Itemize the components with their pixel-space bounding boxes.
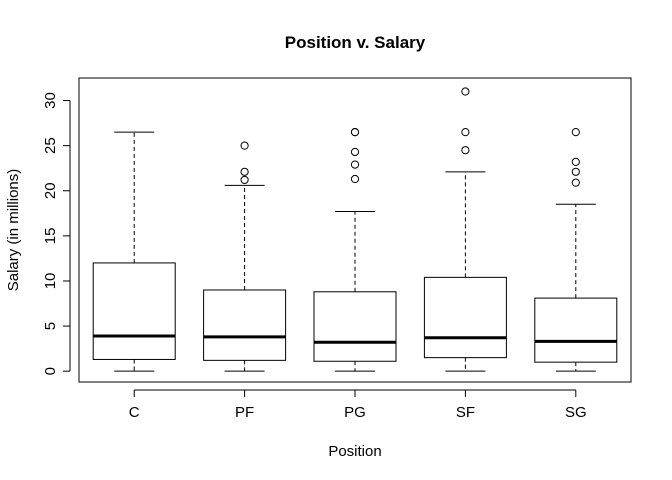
- outlier-point: [461, 87, 470, 96]
- outlier-point: [350, 160, 360, 169]
- outlier-point: [350, 128, 360, 137]
- x-axis-label: Position: [328, 443, 381, 460]
- y-tick-label: 30: [42, 92, 59, 109]
- iqr-box: [534, 297, 618, 363]
- boxes-group: [92, 87, 618, 372]
- outlier-point: [461, 128, 470, 137]
- iqr-box: [423, 276, 507, 359]
- outlier-point: [461, 146, 470, 155]
- x-tick-label: SF: [456, 404, 475, 421]
- y-tick-label: 15: [42, 228, 59, 245]
- x-tick-label: PF: [235, 404, 254, 421]
- outlier-point: [240, 167, 249, 176]
- box-SG: [534, 128, 618, 372]
- box-C: [92, 131, 176, 372]
- x-tick-label: SG: [565, 404, 587, 421]
- outlier-point: [350, 174, 360, 184]
- y-tick-label: 0: [42, 367, 59, 375]
- chart-title: Position v. Salary: [285, 33, 426, 52]
- box-PF: [203, 141, 287, 372]
- y-tick-label: 20: [42, 182, 59, 199]
- iqr-box: [92, 262, 176, 360]
- x-axis: C PF PG SF SG: [129, 389, 587, 421]
- x-tick-label: PG: [344, 404, 366, 421]
- outlier-point: [571, 178, 580, 187]
- outlier-point: [571, 128, 580, 137]
- y-tick-label: 25: [42, 137, 59, 154]
- outlier-point: [240, 175, 249, 185]
- x-tick-label: C: [129, 404, 140, 421]
- outlier-point: [350, 147, 360, 157]
- plot-frame: [78, 77, 632, 383]
- y-axis: 0 5 10 15 20 25 30: [42, 92, 71, 375]
- iqr-box: [203, 289, 287, 361]
- outlier-point: [571, 157, 580, 166]
- iqr-box: [313, 291, 397, 362]
- box-SF: [423, 87, 507, 372]
- outlier-point: [240, 141, 249, 150]
- y-tick-label: 5: [42, 322, 59, 330]
- box-PG: [313, 128, 397, 372]
- y-tick-label: 10: [42, 273, 59, 290]
- outlier-point: [571, 167, 580, 176]
- y-axis-label: Salary (in millions): [5, 169, 22, 292]
